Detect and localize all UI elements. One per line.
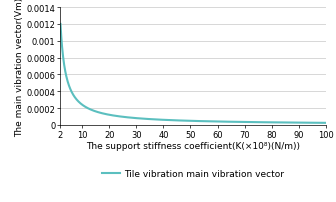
X-axis label: The support stiffness coefficient(K(×10⁸)(N/m)): The support stiffness coefficient(K(×10⁸… [86,142,300,151]
Tile vibration main vibration vector [265,121,269,124]
Tile vibration main vibration vector [270,122,274,124]
Tile vibration main vibration vector [175,120,179,122]
Tile vibration main vibration vector [166,119,170,122]
Y-axis label: The main vibration vector(Vm): The main vibration vector(Vm) [15,0,24,136]
Line: Tile vibration main vibration vector: Tile vibration main vibration vector [60,25,326,123]
Tile vibration main vibration vector [241,121,245,124]
Tile vibration main vibration vector [58,24,62,26]
Legend: Tile vibration main vibration vector: Tile vibration main vibration vector [99,165,288,182]
Tile vibration main vibration vector [324,122,328,124]
Tile vibration main vibration vector [86,107,90,110]
